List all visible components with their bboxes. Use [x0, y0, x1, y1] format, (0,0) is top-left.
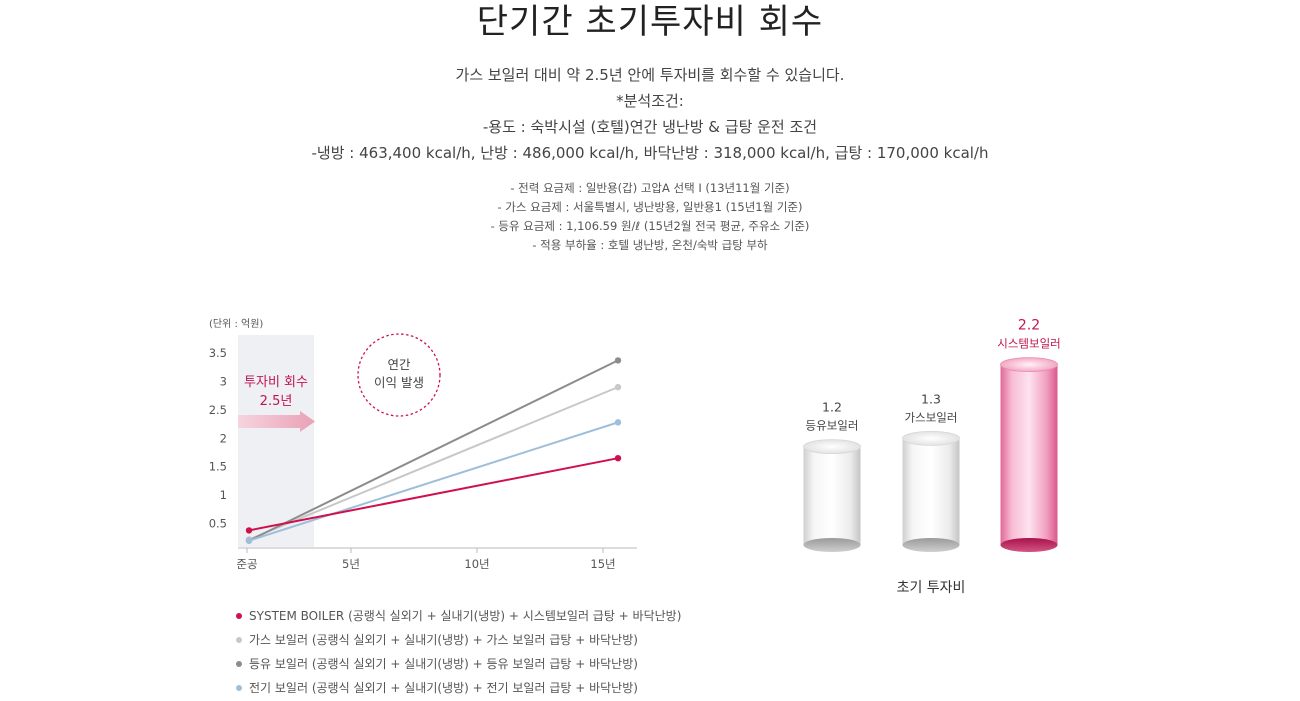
- unit-label: (단위 : 억원): [209, 317, 263, 330]
- description-line: 가스 보일러 대비 약 2.5년 안에 투자비를 회수할 수 있습니다.: [455, 66, 845, 84]
- bar-value-label: 1.2: [822, 400, 842, 415]
- bar-cylinder-body: [902, 438, 960, 545]
- legend-label: 전기 보일러 (공랭식 실외기 + 실내기(냉방) + 전기 보일러 급탕 + …: [249, 681, 638, 695]
- legend-item-system-boiler: SYSTEM BOILER (공랭식 실외기 + 실내기(냉방) + 시스템보일…: [236, 604, 681, 628]
- description-line: -용도 : 숙박시설 (호텔)연간 냉난방 & 급탕 운전 조건: [482, 118, 818, 136]
- bar-chart: 1.2 등유보일러 1.3 가스보일러 2.2 시스템보일러 초기 투자비: [803, 318, 1061, 596]
- bar-category-label: 등유보일러: [806, 419, 859, 433]
- series-point: [614, 357, 622, 364]
- legend-label: SYSTEM BOILER (공랭식 실외기 + 실내기(냉방) + 시스템보일…: [249, 609, 682, 623]
- series-point: [614, 419, 622, 426]
- footnote: - 등유 요금제 : 1,106.59 원/ℓ (15년2월 전국 평균, 주유…: [490, 219, 810, 233]
- series-line: [248, 359, 619, 542]
- footnotes: - 전력 요금제 : 일반용(갑) 고압A 선택 I (13년11월 기준) -…: [0, 179, 1300, 255]
- legend-item-oil-boiler: 등유 보일러 (공랭식 실외기 + 실내기(냉방) + 등유 보일러 급탕 + …: [236, 652, 681, 676]
- payback-arrow: [238, 411, 315, 432]
- x-tick-label: 10년: [464, 557, 489, 571]
- bar-cylinder-top: [902, 430, 960, 446]
- bar-cylinder-base: [1000, 538, 1058, 552]
- footnote: - 적용 부하율 : 호텔 냉난방, 온천/숙박 급탕 부하: [532, 238, 768, 252]
- bar-cylinder: 2.2 시스템보일러: [997, 318, 1061, 552]
- legend-label: 가스 보일러 (공랭식 실외기 + 실내기(냉방) + 가스 보일러 급탕 + …: [249, 633, 638, 647]
- bar-cylinder: 1.2 등유보일러: [803, 400, 861, 552]
- line-chart: (단위 : 억원) 0.5 1 1.5 2 2.5 3 3.5 준공 5년 10년 15년 투자비…: [209, 317, 637, 571]
- legend-item-electric-boiler: 전기 보일러 (공랭식 실외기 + 실내기(냉방) + 전기 보일러 급탕 + …: [236, 676, 681, 700]
- footnote: - 가스 요금제 : 서울특별시, 냉난방용, 일반용1 (15년1월 기준): [497, 200, 803, 214]
- y-tick-label: 1: [220, 488, 227, 502]
- description: 가스 보일러 대비 약 2.5년 안에 투자비를 회수할 수 있습니다. *분석…: [0, 62, 1300, 166]
- payback-label: 투자비 회수: [244, 375, 308, 390]
- series-line: [248, 386, 619, 541]
- y-tick-label: 3.5: [209, 346, 227, 360]
- profit-annotation-circle: [357, 333, 441, 417]
- x-tick-label: 15년: [590, 557, 615, 571]
- profit-annotation-line2: 이익 발생: [374, 375, 424, 390]
- series-point: [245, 537, 253, 544]
- bar-value-label: 1.3: [921, 391, 941, 406]
- bar-value-label: 2.2: [1018, 318, 1040, 334]
- legend-dot-icon: [236, 660, 242, 667]
- y-tick-label: 1.5: [209, 460, 227, 474]
- bar-cylinder-body: [1000, 364, 1058, 545]
- y-tick-label: 2.5: [209, 403, 227, 417]
- series-point: [245, 527, 253, 534]
- legend: SYSTEM BOILER (공랭식 실외기 + 실내기(냉방) + 시스템보일…: [236, 604, 681, 700]
- legend-dot-icon: [236, 612, 242, 619]
- legend-label: 등유 보일러 (공랭식 실외기 + 실내기(냉방) + 등유 보일러 급탕 + …: [249, 657, 638, 671]
- bar-cylinder-base: [803, 538, 861, 552]
- bar-cylinder: 1.3 가스보일러: [902, 391, 960, 552]
- series-line: [248, 421, 619, 542]
- page-title: 단기간 초기투자비 회수: [476, 2, 824, 42]
- bar-cylinder-top: [1000, 357, 1058, 373]
- bar-category-label: 시스템보일러: [997, 337, 1060, 351]
- legend-dot-icon: [236, 636, 242, 643]
- legend-item-gas-boiler: 가스 보일러 (공랭식 실외기 + 실내기(냉방) + 가스 보일러 급탕 + …: [236, 628, 681, 652]
- bar-cylinder-base: [902, 538, 960, 552]
- x-tick-label: 5년: [342, 557, 360, 571]
- series-line: [248, 457, 619, 532]
- description-line: -냉방 : 463,400 kcal/h, 난방 : 486,000 kcal/…: [311, 144, 989, 162]
- bar-chart-xlabel: 초기 투자비: [897, 580, 966, 596]
- bar-cylinder-body: [803, 446, 861, 545]
- bar-cylinder-top: [803, 439, 861, 455]
- footnote: - 전력 요금제 : 일반용(갑) 고압A 선택 I (13년11월 기준): [510, 181, 790, 195]
- x-tick-label: 준공: [236, 557, 257, 571]
- y-tick-label: 0.5: [209, 517, 227, 531]
- payback-years: 2.5년: [260, 394, 293, 409]
- bar-category-label: 가스보일러: [905, 410, 958, 424]
- profit-annotation-line1: 연간: [387, 357, 411, 372]
- y-tick-label: 3: [220, 374, 227, 388]
- payback-region: [238, 335, 314, 547]
- y-tick-label: 2: [220, 431, 227, 445]
- series-point: [614, 454, 622, 462]
- series-point: [614, 383, 622, 391]
- legend-dot-icon: [236, 684, 242, 691]
- description-line: *분석조건:: [616, 92, 684, 110]
